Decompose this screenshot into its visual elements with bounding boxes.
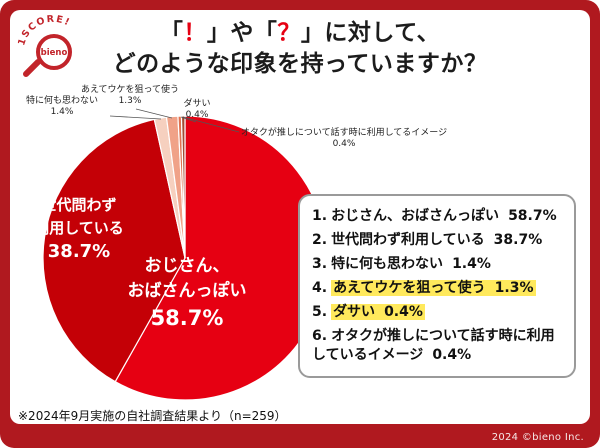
question-mark: ？	[277, 20, 301, 46]
pie-slice-2	[42, 118, 186, 383]
legend-box: 1. おじさん、おばさんっぽい 58.7% 2. 世代問わず利用している 38.7% 3…	[298, 194, 576, 378]
slide-content: 1SCORE! bieno 「！」や「？」に対して、 どのような印象を持っていま…	[10, 10, 590, 424]
bieno-logo: 1SCORE! bieno	[14, 12, 92, 78]
legend-item: 6. オタクが推しについて話す時に利用しているイメージ 0.4%	[312, 328, 555, 363]
magnifier-icon: 1SCORE! bieno	[16, 14, 72, 77]
leader-lines	[109, 108, 240, 133]
callout-tokuni-nanimo: 特に何も思わない 1.4%	[25, 96, 98, 117]
copyright: 2024 ©bieno Inc.	[491, 432, 584, 443]
title-line-2: どのような印象を持っていますか？	[112, 51, 488, 77]
pie-slice-6	[180, 115, 186, 259]
callout-dasai: ダサい 0.4%	[183, 99, 211, 120]
legend-item: 4. あえてウケを狙って使う 1.3%	[312, 280, 536, 296]
magnifier-lens	[36, 34, 72, 70]
legend-list: 1. おじさん、おばさんっぽい 58.7% 2. 世代問わず利用している 38.7% 3…	[312, 207, 562, 365]
legend-item: 2. 世代問わず利用している 38.7%	[312, 232, 543, 248]
callout-aete-uke: あえてウケを狙って使う 1.3%	[80, 85, 180, 106]
survey-note: ※2024年9月実施の自社調査結果より（n=259）	[18, 409, 287, 423]
legend-item: 1. おじさん、おばさんっぽい 58.7%	[312, 208, 557, 224]
pie-svg	[42, 108, 328, 401]
logo-brand-text: bieno	[41, 48, 68, 58]
pie-label-sedai: 世代問わず 利用している 38.7%	[34, 196, 124, 262]
survey-title: 「！」や「？」に対して、 どのような印象を持っていますか？	[10, 18, 590, 80]
magnifier-handle	[23, 59, 41, 77]
exclamation-mark: ！	[183, 20, 207, 46]
pie-chart: 特に何も思わない 1.4% あえてウケを狙って使う 1.3% ダサい 0.4% …	[10, 82, 490, 417]
legend-item: 5. ダサい 0.4%	[312, 304, 425, 320]
legend-item: 3. 特に何も思わない 1.4%	[312, 256, 491, 272]
title-line-1: 「！」や「？」に対して、	[159, 20, 441, 46]
pie-label-ojisan: おじさん、 おばさんっぽい 58.7%	[127, 256, 247, 330]
callout-otaku: オタクが推しについて話す時に利用してるイメージ 0.4%	[240, 128, 448, 149]
